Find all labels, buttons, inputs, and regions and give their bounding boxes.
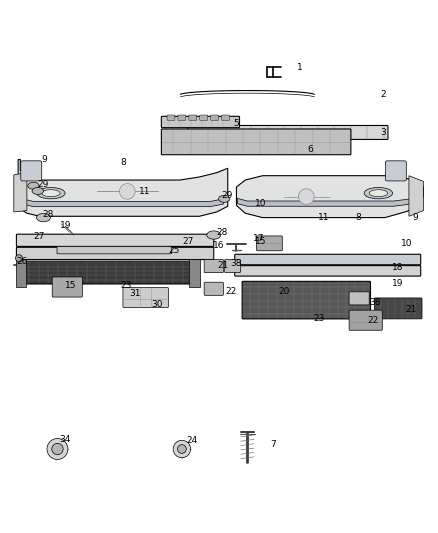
Text: 15: 15 <box>65 281 76 290</box>
FancyBboxPatch shape <box>189 115 197 120</box>
FancyBboxPatch shape <box>204 282 223 295</box>
Text: 11: 11 <box>318 213 329 222</box>
Ellipse shape <box>37 188 65 199</box>
Text: 8: 8 <box>120 158 126 167</box>
Ellipse shape <box>364 188 392 199</box>
Text: 30: 30 <box>151 300 163 309</box>
Text: 23: 23 <box>313 313 324 322</box>
FancyBboxPatch shape <box>349 292 369 305</box>
Text: 28: 28 <box>217 228 228 237</box>
Text: 11: 11 <box>139 187 151 196</box>
Text: 22: 22 <box>226 287 237 296</box>
FancyBboxPatch shape <box>257 236 283 251</box>
Text: 25: 25 <box>169 246 180 255</box>
Text: 28: 28 <box>42 211 53 220</box>
Circle shape <box>298 189 314 205</box>
Text: 23: 23 <box>121 281 132 290</box>
FancyBboxPatch shape <box>187 125 388 140</box>
Ellipse shape <box>369 190 388 197</box>
FancyBboxPatch shape <box>178 115 186 120</box>
FancyBboxPatch shape <box>161 129 351 155</box>
FancyBboxPatch shape <box>21 161 42 181</box>
Text: 17: 17 <box>253 233 264 243</box>
FancyBboxPatch shape <box>235 265 421 276</box>
FancyBboxPatch shape <box>211 115 219 120</box>
FancyBboxPatch shape <box>16 247 214 260</box>
Polygon shape <box>22 199 223 207</box>
FancyBboxPatch shape <box>200 115 208 120</box>
Circle shape <box>47 439 68 459</box>
Text: 1: 1 <box>297 63 303 72</box>
FancyBboxPatch shape <box>21 261 192 284</box>
Polygon shape <box>18 159 228 216</box>
Polygon shape <box>237 176 424 217</box>
Text: 7: 7 <box>271 440 276 449</box>
Text: 8: 8 <box>356 213 362 222</box>
Text: 3: 3 <box>380 127 385 136</box>
Text: 38: 38 <box>230 259 241 268</box>
Circle shape <box>173 440 191 458</box>
Text: 31: 31 <box>129 289 141 298</box>
Polygon shape <box>15 259 26 287</box>
FancyBboxPatch shape <box>16 234 214 246</box>
Text: 21: 21 <box>218 261 229 270</box>
Text: 34: 34 <box>60 435 71 445</box>
Text: 18: 18 <box>392 263 404 272</box>
FancyBboxPatch shape <box>204 260 223 272</box>
Text: 27: 27 <box>33 232 45 241</box>
Text: 6: 6 <box>308 145 314 154</box>
Text: 16: 16 <box>213 241 225 251</box>
FancyBboxPatch shape <box>52 277 82 297</box>
Polygon shape <box>409 176 424 216</box>
FancyBboxPatch shape <box>385 161 406 181</box>
Text: 29: 29 <box>221 191 233 200</box>
FancyBboxPatch shape <box>374 298 422 319</box>
Text: 27: 27 <box>183 237 194 246</box>
Text: 26: 26 <box>16 257 27 266</box>
Polygon shape <box>189 259 200 287</box>
FancyBboxPatch shape <box>225 260 240 272</box>
FancyBboxPatch shape <box>123 287 168 308</box>
Text: 5: 5 <box>233 119 239 128</box>
Text: 9: 9 <box>42 155 47 164</box>
Circle shape <box>15 255 22 262</box>
FancyBboxPatch shape <box>349 310 382 330</box>
Text: 10: 10 <box>255 199 266 208</box>
FancyBboxPatch shape <box>167 115 175 120</box>
Text: 22: 22 <box>367 316 378 325</box>
Text: 9: 9 <box>413 213 418 222</box>
Ellipse shape <box>207 231 221 239</box>
Text: 21: 21 <box>406 305 417 314</box>
FancyBboxPatch shape <box>222 115 230 120</box>
Text: 15: 15 <box>255 237 266 246</box>
FancyBboxPatch shape <box>235 254 421 265</box>
FancyBboxPatch shape <box>242 281 371 319</box>
FancyBboxPatch shape <box>161 116 240 128</box>
Text: 19: 19 <box>60 221 71 230</box>
Circle shape <box>52 443 63 455</box>
Polygon shape <box>237 198 415 206</box>
Polygon shape <box>14 173 27 212</box>
Ellipse shape <box>32 188 43 195</box>
Circle shape <box>120 183 135 199</box>
Circle shape <box>177 445 186 454</box>
Text: 10: 10 <box>401 239 413 248</box>
Text: 2: 2 <box>380 90 385 99</box>
Text: 24: 24 <box>186 436 198 445</box>
Ellipse shape <box>28 182 39 189</box>
Text: 29: 29 <box>38 180 49 189</box>
Ellipse shape <box>42 190 60 197</box>
Text: 20: 20 <box>278 287 290 296</box>
Ellipse shape <box>219 195 230 203</box>
Ellipse shape <box>36 213 50 222</box>
Text: 38: 38 <box>370 298 381 307</box>
FancyBboxPatch shape <box>57 246 171 254</box>
Text: 19: 19 <box>392 279 404 288</box>
